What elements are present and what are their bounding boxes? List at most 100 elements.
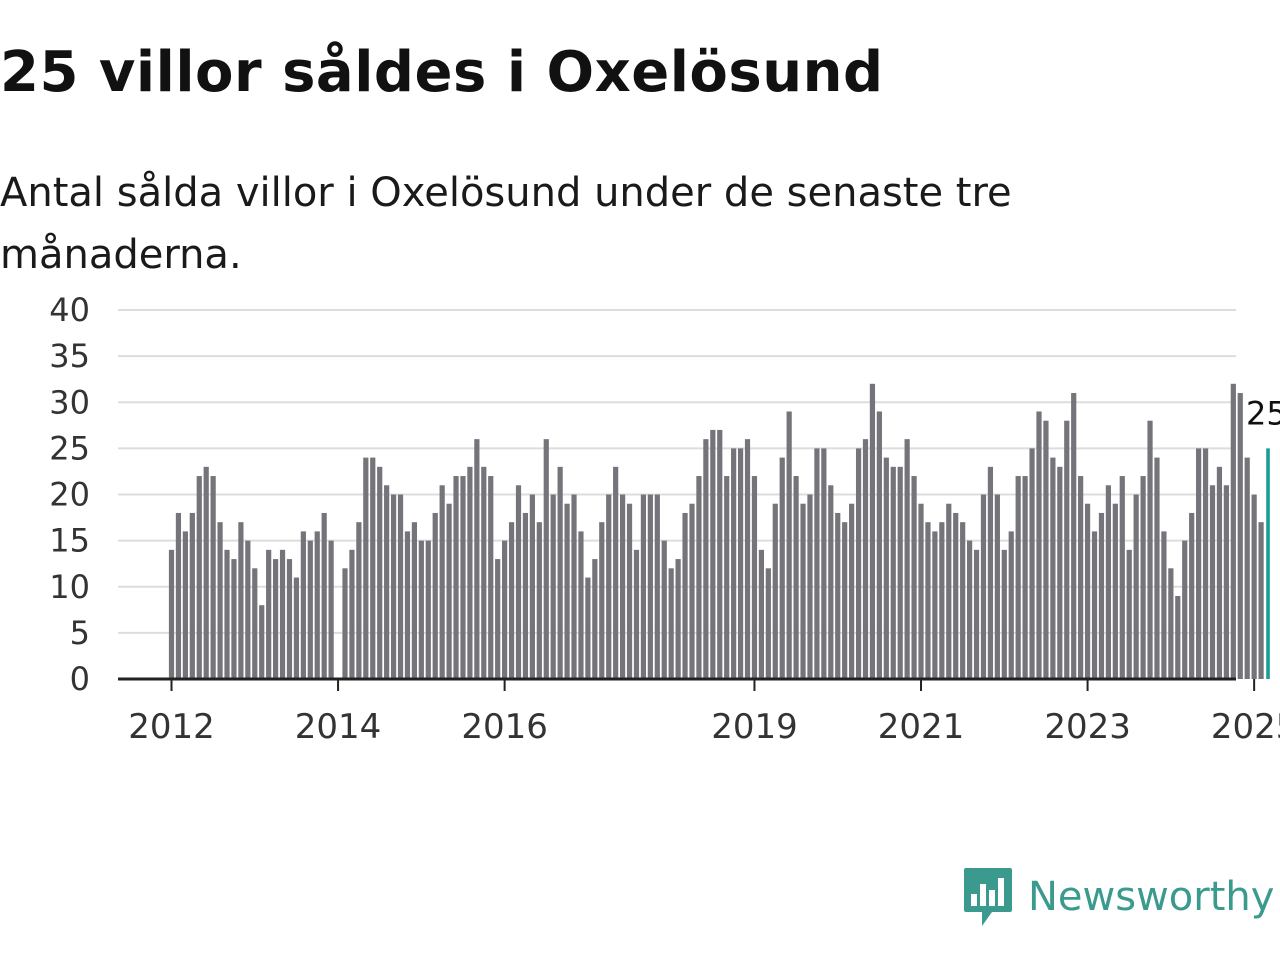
last-value-annotation: 25: [1243, 391, 1280, 435]
bar: [640, 494, 647, 679]
bar: [758, 549, 764, 679]
bar: [460, 476, 466, 679]
bar: [897, 466, 903, 679]
bar: [1001, 549, 1007, 679]
x-tick-label: 2016: [461, 707, 548, 747]
bar: [377, 466, 383, 679]
bar: [772, 503, 778, 679]
bar: [453, 476, 459, 679]
bar: [925, 522, 931, 679]
bar: [696, 476, 702, 679]
bar: [626, 503, 633, 679]
bar: [231, 559, 237, 679]
y-tick-label: 30: [49, 383, 90, 421]
bar: [946, 503, 952, 679]
bar: [890, 466, 896, 679]
bar: [585, 577, 591, 679]
bar: [349, 549, 355, 679]
bar: [1251, 494, 1257, 679]
bar: [953, 512, 959, 679]
bar: [259, 605, 265, 679]
bar: [633, 549, 640, 679]
y-tick-label: 20: [49, 476, 90, 514]
bar: [987, 466, 994, 679]
bar: [390, 494, 397, 679]
x-tick-label: 2019: [711, 707, 798, 747]
y-tick-label: 5: [70, 614, 90, 652]
bar: [1119, 476, 1125, 679]
bar: [522, 512, 529, 679]
bar: [363, 457, 369, 679]
page-title: 25 villor såldes i Oxelösund: [0, 40, 884, 105]
bar: [557, 466, 563, 679]
bar: [1105, 485, 1111, 679]
bar: [1161, 531, 1167, 679]
bar: [196, 476, 202, 679]
y-tick-label: 10: [49, 568, 90, 606]
bar: [1036, 411, 1042, 679]
bar: [279, 549, 286, 679]
bar: [1244, 457, 1250, 679]
bar: [807, 494, 813, 679]
bar: [800, 503, 806, 679]
bar: [779, 457, 785, 679]
bar: [446, 503, 452, 679]
bar: [182, 531, 188, 679]
bar: [939, 522, 945, 679]
bar: [661, 540, 667, 679]
bar: [356, 522, 362, 679]
bar: [1015, 476, 1021, 679]
bar: [592, 559, 598, 679]
bar: [904, 439, 910, 679]
bar: [911, 476, 917, 679]
bar: [1216, 466, 1223, 679]
bar: [321, 512, 327, 679]
bar: [869, 383, 876, 679]
x-tick-label: 2021: [878, 707, 965, 747]
bar: [793, 476, 799, 679]
bar: [1258, 522, 1264, 679]
bar: [883, 457, 889, 679]
bar: [286, 559, 293, 679]
bar: [724, 476, 730, 679]
bar: [1209, 485, 1216, 679]
bar: [252, 568, 258, 679]
bar: [495, 559, 501, 679]
bar: [703, 439, 709, 679]
bar: [744, 439, 751, 679]
bar: [307, 540, 313, 679]
bar: [689, 503, 695, 679]
bar: [397, 494, 404, 679]
bar: [488, 476, 494, 679]
bar: [1182, 540, 1188, 679]
bar: [1043, 420, 1049, 679]
bar: [1223, 485, 1229, 679]
bar: [564, 503, 570, 679]
chart-subtitle: Antal sålda villor i Oxelösund under de …: [0, 170, 1012, 278]
bar: [550, 494, 556, 679]
last-value-label: 25: [1246, 394, 1280, 432]
bar: [980, 494, 987, 679]
bar: [1196, 448, 1202, 679]
bar: [293, 577, 300, 679]
bar: [960, 522, 966, 679]
y-tick-label: 0: [70, 660, 90, 698]
bar: [710, 429, 716, 679]
bar: [855, 448, 862, 679]
bar: [515, 485, 522, 679]
y-axis-ticks: 0 5 10 15 20 25 30 35 40: [49, 291, 90, 698]
bar: [1168, 568, 1174, 679]
bar: [203, 466, 209, 679]
bar: [175, 512, 182, 679]
bar: [411, 522, 417, 679]
bar: [751, 476, 758, 679]
bar: [1064, 420, 1070, 679]
bar: [786, 411, 792, 679]
bar: [578, 531, 584, 679]
bar: [613, 466, 619, 679]
bar: [842, 522, 848, 679]
bar: [508, 522, 515, 679]
bar: [967, 540, 973, 679]
